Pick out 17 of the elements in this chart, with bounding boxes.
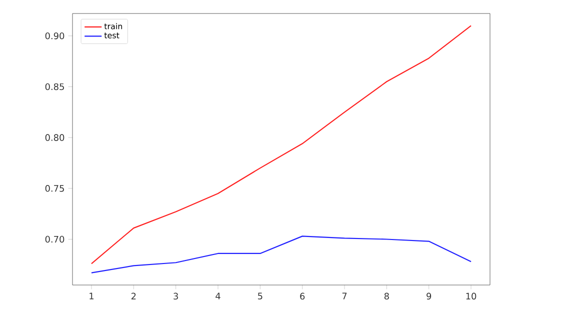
x-tick-label: 7 <box>342 292 347 300</box>
line-series <box>90 25 472 264</box>
x-tick-label: 6 <box>300 292 305 300</box>
y-tick-label: 0.70 <box>45 236 64 243</box>
x-tick-label: 5 <box>258 292 262 300</box>
x-tick-label: 3 <box>174 292 178 300</box>
x-tick-label: 1 <box>90 292 94 300</box>
y-tick-label: 0.75 <box>45 185 64 192</box>
x-tick-label: 2 <box>131 292 136 300</box>
y-tick-label: 0.80 <box>45 134 64 141</box>
y-tick-label: 0.85 <box>45 83 64 90</box>
x-tick-label: 4 <box>216 292 220 300</box>
y-tick-label: 0.90 <box>45 32 64 40</box>
x-tick-label: 8 <box>384 292 389 300</box>
line-series <box>90 236 472 274</box>
x-tick-label: 9 <box>426 292 432 300</box>
x-tick-label: 10 <box>466 292 476 300</box>
